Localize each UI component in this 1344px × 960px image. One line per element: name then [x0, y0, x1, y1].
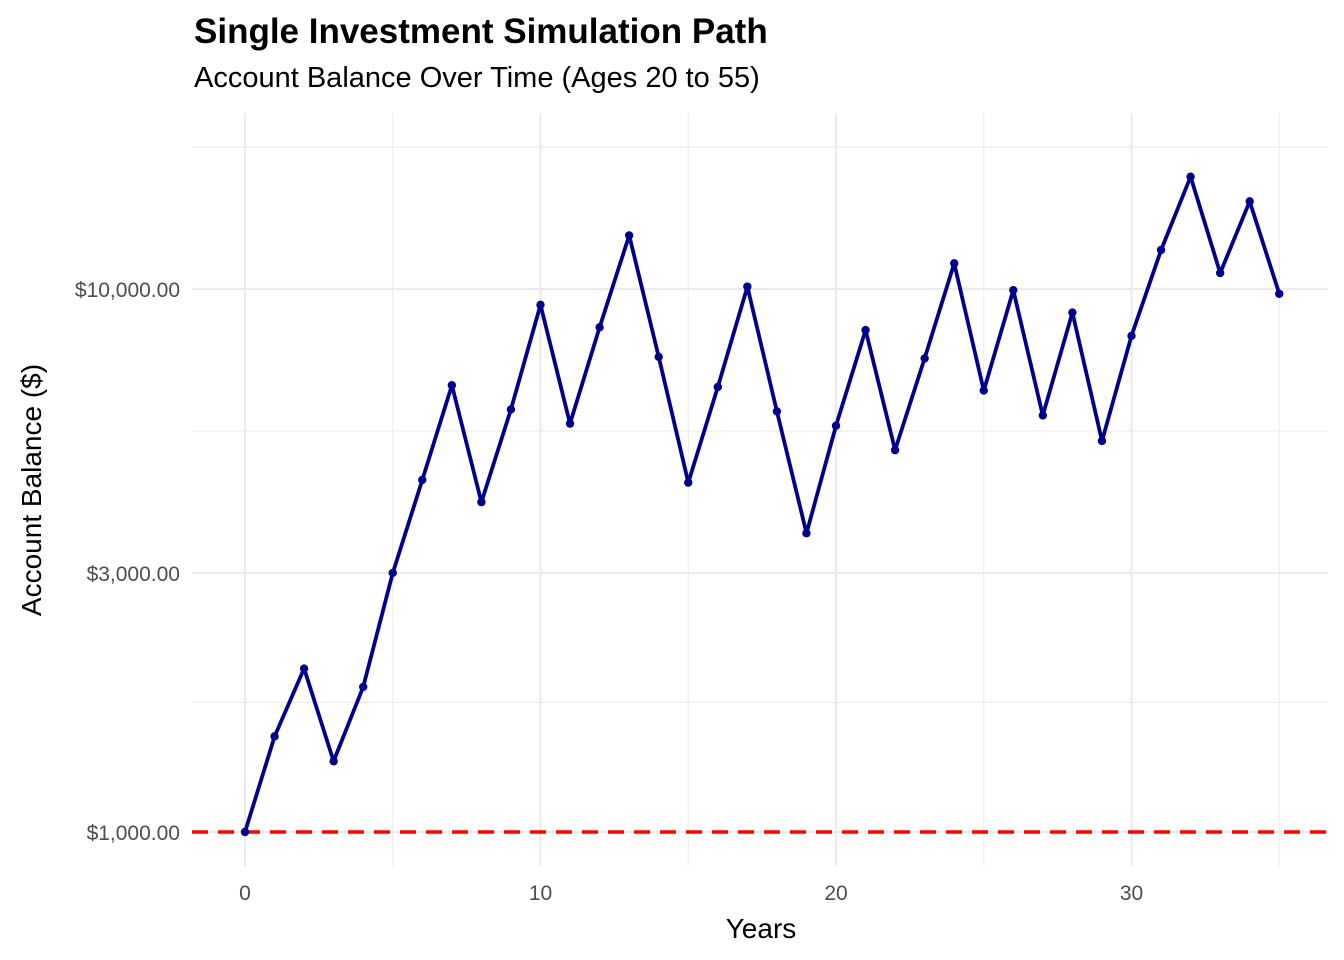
x-tick-label: 20 [824, 882, 847, 905]
data-point [388, 568, 397, 578]
x-tick-label: 30 [1120, 882, 1143, 905]
data-point [861, 325, 870, 335]
series-layer [240, 172, 1284, 837]
data-point [536, 300, 545, 310]
data-point [1245, 197, 1254, 206]
data-point [1156, 245, 1166, 255]
data-point [477, 497, 486, 507]
y-tick-label: $1,000.00 [87, 822, 180, 845]
data-point [920, 354, 929, 363]
y-tick-label: $10,000.00 [75, 279, 180, 302]
data-point [1215, 268, 1225, 278]
y-axis-title: Account Balance ($) [16, 364, 47, 616]
data-point [1097, 436, 1107, 446]
data-point [329, 757, 338, 766]
chart-title: Single Investment Simulation Path [194, 12, 768, 51]
data-point [713, 382, 722, 392]
data-point [299, 664, 309, 673]
data-point [624, 231, 634, 240]
data-point [1009, 285, 1018, 295]
y-tick-label: $3,000.00 [87, 563, 180, 586]
data-point [802, 529, 811, 538]
data-point [772, 407, 782, 416]
data-point [595, 323, 604, 332]
x-tick-label: 10 [529, 882, 552, 905]
data-point [950, 259, 959, 268]
data-point [418, 475, 427, 485]
data-point [240, 827, 250, 837]
data-point [1068, 308, 1077, 317]
x-tick-label: 0 [239, 882, 251, 905]
data-point [359, 682, 368, 692]
data-point [1186, 172, 1195, 181]
data-point [654, 352, 663, 362]
y-tick-labels: $1,000.00 $3,000.00 $10,000.00 [75, 279, 180, 845]
data-point [1127, 331, 1136, 340]
data-point [270, 732, 279, 741]
x-tick-labels: 0 10 20 30 [239, 882, 1143, 905]
data-point [447, 381, 457, 390]
data-point [979, 386, 988, 395]
data-point [890, 445, 900, 455]
data-point [831, 421, 841, 430]
x-axis-title: Years [726, 913, 797, 944]
major-gridlines [192, 113, 1328, 866]
data-point [1038, 411, 1048, 420]
data-point [684, 478, 693, 487]
minor-gridlines [192, 113, 1328, 866]
chart-subtitle: Account Balance Over Time (Ages 20 to 55… [194, 62, 760, 94]
data-point [1275, 289, 1284, 298]
series-line [243, 174, 1282, 834]
data-point [743, 282, 752, 291]
data-point [506, 405, 516, 414]
data-point [565, 419, 575, 428]
